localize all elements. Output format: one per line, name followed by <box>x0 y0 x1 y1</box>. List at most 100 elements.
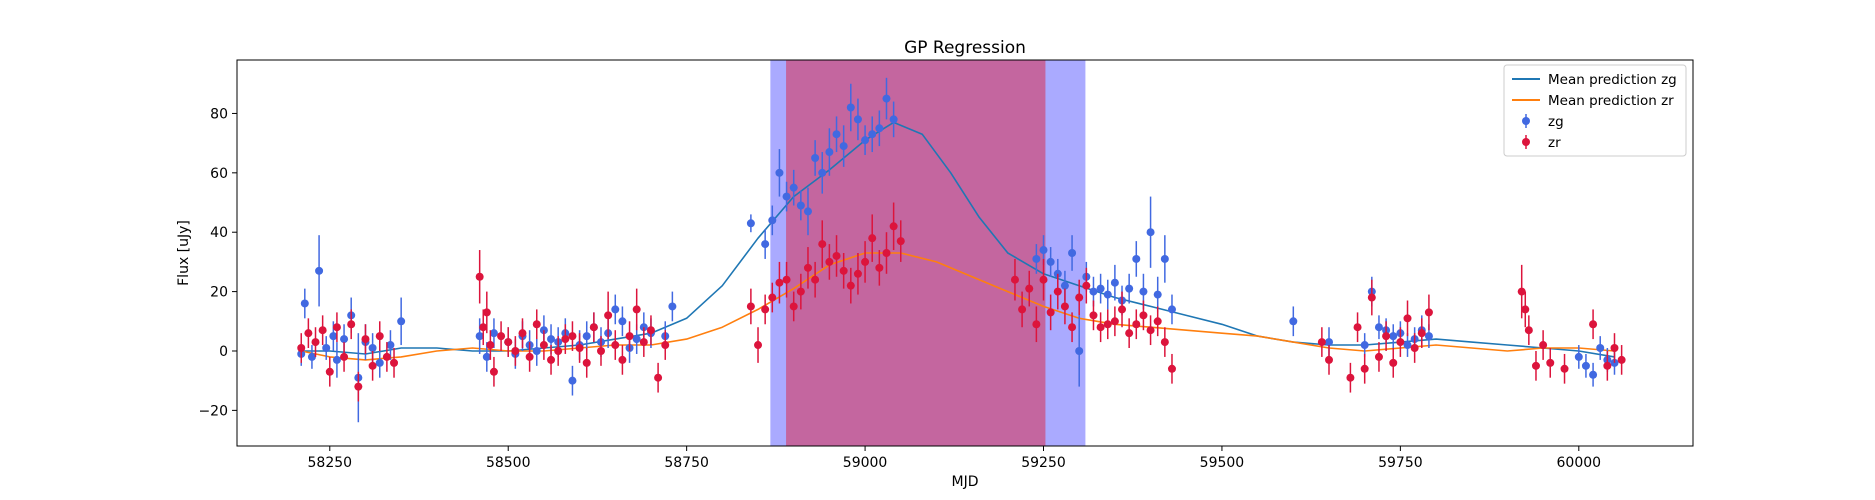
data-point <box>475 272 484 281</box>
data-point <box>354 382 363 391</box>
observation-points <box>297 77 1626 423</box>
data-point <box>1581 361 1590 370</box>
data-point <box>768 293 777 302</box>
data-point <box>1374 352 1383 361</box>
data-point <box>818 168 827 177</box>
data-point <box>1103 320 1112 329</box>
data-point <box>1167 364 1176 373</box>
data-point <box>390 358 399 367</box>
x-axis-ticks: 58250 58500 58750 59000 59250 59500 59750 60000 <box>308 446 1602 471</box>
data-point <box>297 344 306 353</box>
data-point <box>861 257 870 266</box>
data-point <box>1160 338 1169 347</box>
data-point <box>1110 278 1119 287</box>
data-point <box>304 329 313 338</box>
x-tick-label: 59000 <box>843 455 888 471</box>
data-point <box>1610 344 1619 353</box>
data-point <box>803 207 812 216</box>
data-point <box>1139 311 1148 320</box>
data-point <box>853 269 862 278</box>
data-point <box>1403 314 1412 323</box>
y-axis-label: Flux [uJy] <box>176 220 192 286</box>
data-point <box>1603 361 1612 370</box>
data-point <box>618 317 627 326</box>
data-point <box>1075 346 1084 355</box>
data-point <box>825 148 834 157</box>
data-point <box>1521 305 1530 314</box>
data-point <box>825 257 834 266</box>
data-point <box>611 305 620 314</box>
data-point <box>1039 275 1048 284</box>
data-point <box>1374 323 1383 332</box>
data-point <box>661 341 670 350</box>
data-point <box>1146 326 1155 335</box>
x-tick-label: 59750 <box>1378 455 1423 471</box>
data-point <box>1046 308 1055 317</box>
data-point <box>1132 254 1141 263</box>
y-tick-label: 80 <box>210 106 228 122</box>
data-point <box>1596 344 1605 353</box>
data-point <box>889 222 898 231</box>
legend-item: zr <box>1522 135 1561 151</box>
data-point <box>868 130 877 139</box>
data-point <box>811 275 820 284</box>
data-point <box>589 323 598 332</box>
x-tick-label: 59500 <box>1200 455 1245 471</box>
data-point <box>1125 329 1134 338</box>
legend-label: zg <box>1548 114 1564 130</box>
data-point <box>646 326 655 335</box>
data-point <box>1367 293 1376 302</box>
data-point <box>889 115 898 124</box>
x-tick-label: 58250 <box>308 455 353 471</box>
data-point <box>361 335 370 344</box>
legend-marker-swatch <box>1522 117 1530 125</box>
data-point <box>846 103 855 112</box>
data-point <box>532 320 541 329</box>
x-tick-label: 58750 <box>664 455 709 471</box>
data-point <box>1096 323 1105 332</box>
data-point <box>632 305 641 314</box>
x-tick-label: 59250 <box>1021 455 1066 471</box>
data-point <box>796 201 805 210</box>
legend-item: zg <box>1522 114 1564 130</box>
data-point <box>1589 320 1598 329</box>
data-point <box>1075 293 1084 302</box>
data-point <box>340 335 349 344</box>
data-point <box>1396 338 1405 347</box>
data-point <box>1346 373 1355 382</box>
x-tick-label: 60000 <box>1557 455 1602 471</box>
data-point <box>746 219 755 228</box>
data-point <box>1125 284 1134 293</box>
data-point <box>1403 341 1412 350</box>
data-point <box>882 94 891 103</box>
data-point <box>1617 355 1626 364</box>
data-point <box>1360 364 1369 373</box>
data-point <box>479 323 488 332</box>
data-point <box>1032 254 1041 263</box>
data-point <box>482 352 491 361</box>
data-point <box>796 287 805 296</box>
chart-title: GP Regression <box>904 38 1026 58</box>
data-point <box>839 266 848 275</box>
data-point <box>561 335 570 344</box>
data-point <box>386 341 395 350</box>
data-point <box>504 338 513 347</box>
data-point <box>1060 302 1069 311</box>
data-point <box>818 240 827 249</box>
data-point <box>1410 344 1419 353</box>
data-point <box>896 237 905 246</box>
data-point <box>547 335 556 344</box>
data-point <box>525 352 534 361</box>
data-point <box>625 332 634 341</box>
data-point <box>746 302 755 311</box>
data-point <box>397 317 406 326</box>
data-point <box>1289 317 1298 326</box>
data-point <box>1389 332 1398 341</box>
data-point <box>1132 320 1141 329</box>
data-point <box>582 332 591 341</box>
data-point <box>1325 355 1333 364</box>
data-point <box>325 367 334 376</box>
data-point <box>1089 311 1098 320</box>
data-point <box>811 153 820 162</box>
